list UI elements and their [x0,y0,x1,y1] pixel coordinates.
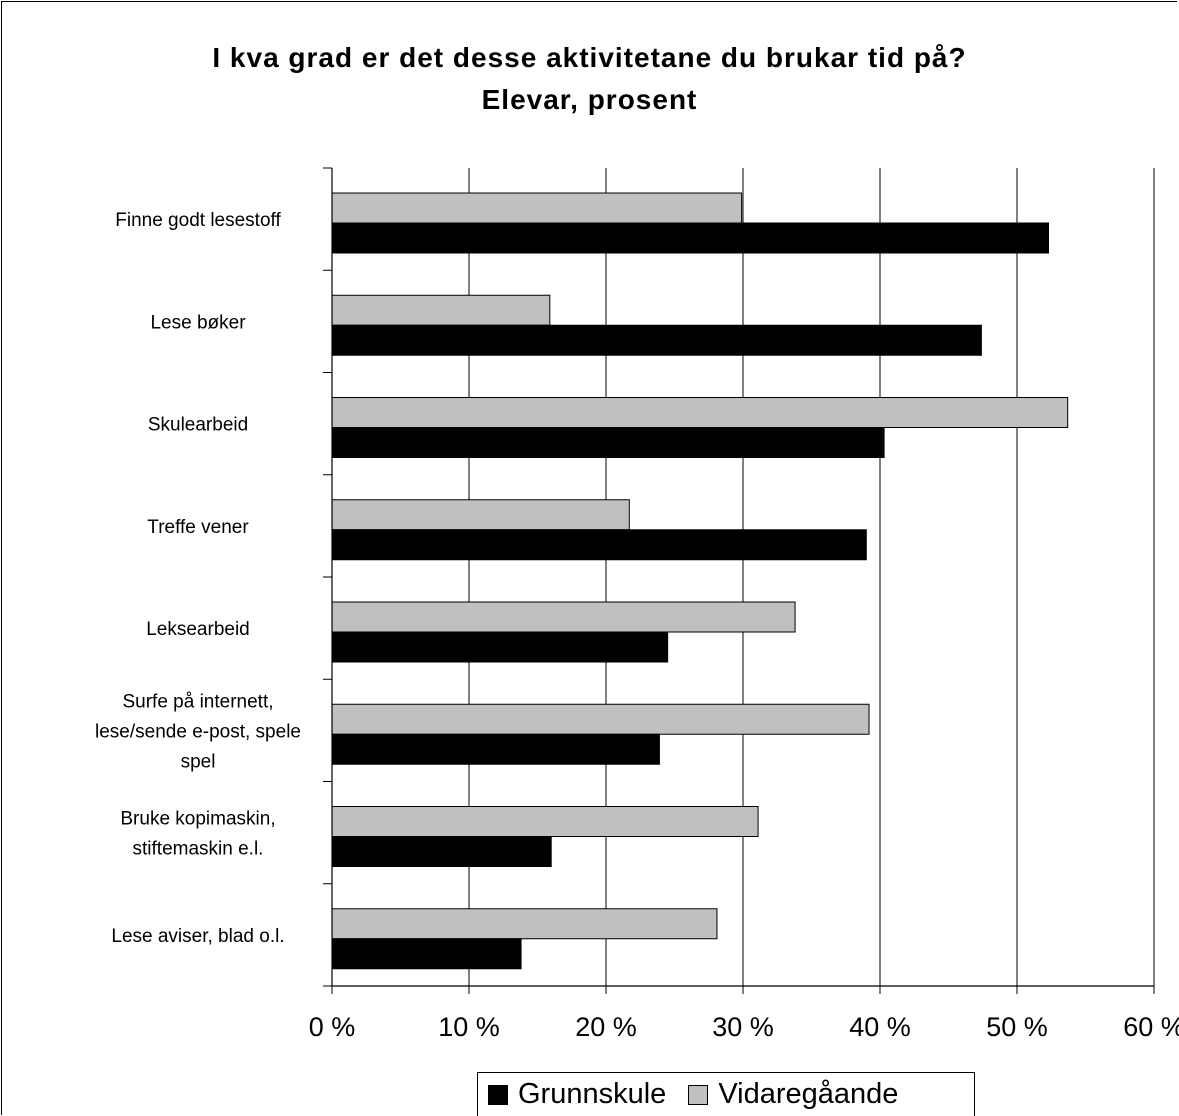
bar-vidaregaande [331,806,759,837]
x-tick-label: 60 % [1123,1012,1179,1042]
bar-vidaregaande [331,397,1069,428]
legend-label-vidaregaande: Vidaregåande [718,1078,899,1110]
category-label: Surfe på internett, lese/sende e-post, sp… [95,691,301,772]
category-label-line: Lese aviser, blad o.l. [111,926,284,947]
bar-grunnskule [331,529,867,561]
bar-grunnskule [331,836,552,867]
bar-vidaregaande [331,294,551,326]
chart-title: I kva grad er det desse aktivitetane du … [212,42,967,73]
category-label: Treffe vener [147,517,249,538]
category-label: Lese aviser, blad o.l. [111,926,284,947]
legend-label-grunnskule: Grunnskule [518,1078,667,1110]
category-label-line: Leksearbeid [146,619,250,640]
category-label: Finne godt lesestoff [115,210,281,231]
x-tick-label: 20 % [575,1012,637,1042]
legend-swatch-vidaregaande [688,1084,709,1105]
category-label-line: Treffe vener [147,517,249,538]
legend: Grunnskule Vidaregåande [477,1072,975,1116]
bar-vidaregaande [331,601,796,633]
bar-grunnskule [331,938,522,970]
category-label-line: spel [181,751,216,772]
chart-subtitle: Elevar, prosent [481,84,698,115]
category-label-line: Surfe på internett, [122,691,273,712]
bar-grunnskule [331,631,669,663]
category-label-line: Lese bøker [150,312,246,333]
category-label: Lese bøker [150,312,246,333]
category-label-line: stiftemaskin e.l. [133,839,264,860]
x-tick-label: 30 % [712,1012,774,1042]
category-label-line: Bruke kopimaskin, [120,809,275,830]
x-tick-label: 50 % [986,1012,1048,1042]
x-tick-label: 0 % [309,1012,356,1042]
legend-item-grunnskule: Grunnskule [488,1078,666,1111]
category-label: Bruke kopimaskin, stiftemaskin e.l. [120,809,275,860]
bar-vidaregaande [331,908,718,940]
legend-item-vidaregaande: Vidaregåande [688,1078,898,1111]
category-label-line: lese/sende e-post, spele [95,721,301,742]
category-label-line: Finne godt lesestoff [115,210,281,231]
bar-grunnskule [331,733,660,765]
bar-vidaregaande [331,499,630,531]
category-label-line: Skulearbeid [148,415,248,436]
category-label: Skulearbeid [148,415,248,436]
bar-vidaregaande [331,192,743,224]
x-tick-label: 40 % [849,1012,911,1042]
bar-vidaregaande [331,703,870,735]
category-label: Leksearbeid [146,619,250,640]
x-tick-label: 10 % [438,1012,500,1042]
legend-swatch-grunnskule [488,1084,508,1105]
bar-grunnskule [331,324,982,356]
bar-grunnskule [331,222,1050,254]
bar-grunnskule [331,427,885,458]
